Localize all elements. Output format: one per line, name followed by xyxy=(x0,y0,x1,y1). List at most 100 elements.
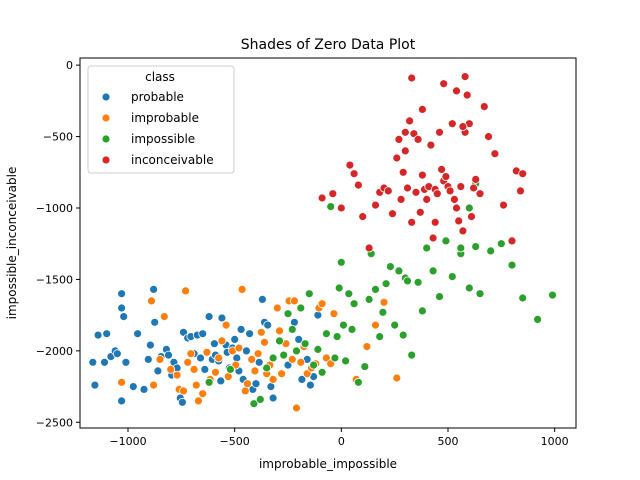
point-impossible-57 xyxy=(518,293,528,303)
point-improbable-30 xyxy=(250,366,260,376)
point-inconceivable-37 xyxy=(445,186,455,196)
point-impossible-18 xyxy=(326,202,336,212)
point-probable-11 xyxy=(119,312,129,322)
point-inconceivable-40 xyxy=(452,203,461,213)
point-inconceivable-17 xyxy=(403,183,412,193)
point-inconceivable-8 xyxy=(371,200,380,210)
point-impossible-20 xyxy=(332,332,342,342)
point-probable-37 xyxy=(204,312,214,322)
point-impossible-25 xyxy=(344,289,354,299)
point-inconceivable-26 xyxy=(422,194,432,204)
y-tick-label-0: 0 xyxy=(66,59,73,72)
point-inconceivable-5 xyxy=(353,180,363,190)
x-tick-label-3: 500 xyxy=(438,435,459,448)
point-inconceivable-54 xyxy=(499,200,508,210)
point-inconceivable-32 xyxy=(435,127,444,137)
point-inconceivable-24 xyxy=(417,170,427,180)
point-inconceivable-45 xyxy=(462,90,472,100)
x-axis: −1000 −500 0 500 1000 xyxy=(109,428,569,448)
x-tick-label-2: 0 xyxy=(338,435,345,448)
point-impossible-33 xyxy=(375,332,385,342)
point-improbable-11 xyxy=(186,349,196,359)
point-improbable-16 xyxy=(202,347,212,357)
point-improbable-5 xyxy=(166,364,176,374)
point-improbable-21 xyxy=(221,320,231,330)
point-improbable-15 xyxy=(198,389,208,399)
y-tick-label-4: −2000 xyxy=(36,345,73,358)
point-probable-12 xyxy=(121,357,131,367)
point-probable-23 xyxy=(164,350,173,360)
point-probable-35 xyxy=(198,329,208,339)
point-improbable-44 xyxy=(292,403,301,413)
point-inconceivable-1 xyxy=(328,189,338,199)
point-improbable-25 xyxy=(234,343,244,353)
point-impossible-46 xyxy=(428,266,438,276)
point-impossible-15 xyxy=(313,344,323,354)
point-probable-61 xyxy=(266,382,276,392)
point-impossible-42 xyxy=(407,350,417,360)
point-inconceivable-35 xyxy=(441,172,451,182)
point-inconceivable-58 xyxy=(518,169,528,179)
point-probable-20 xyxy=(153,366,163,376)
legend-entries: probable improbable impossible inconceivabl… xyxy=(101,90,214,167)
point-impossible-56 xyxy=(507,260,517,270)
point-inconceivable-66 xyxy=(394,134,404,144)
point-impossible-13 xyxy=(304,289,314,299)
point-impossible-0 xyxy=(204,377,214,387)
y-tick-label-2: −1000 xyxy=(36,202,73,215)
point-improbable-14 xyxy=(193,396,203,406)
point-impossible-23 xyxy=(339,320,348,330)
point-inconceivable-43 xyxy=(458,226,468,236)
legend-marker-inconceivable xyxy=(101,155,111,165)
point-improbable-43 xyxy=(289,296,299,306)
point-impossible-22 xyxy=(336,257,346,267)
point-probable-65 xyxy=(294,334,304,344)
point-probable-14 xyxy=(133,329,143,339)
point-impossible-8 xyxy=(283,309,293,319)
point-probable-70 xyxy=(313,310,323,320)
point-impossible-24 xyxy=(341,356,351,366)
point-impossible-53 xyxy=(475,289,485,299)
point-improbable-1 xyxy=(147,296,156,306)
chart-title: Shades of Zero Data Plot xyxy=(241,37,416,53)
point-impossible-16 xyxy=(317,367,327,377)
point-probable-39 xyxy=(209,339,219,349)
point-impossible-12 xyxy=(300,339,310,349)
legend-marker-probable xyxy=(101,92,111,102)
point-impossible-14 xyxy=(309,360,319,370)
points-layer xyxy=(88,72,557,413)
point-inconceivable-0 xyxy=(317,193,327,203)
point-probable-62 xyxy=(268,393,278,403)
point-impossible-29 xyxy=(360,362,370,372)
legend-marker-impossible xyxy=(101,134,111,144)
legend-label-inconceivable: inconceivable xyxy=(131,153,214,167)
point-inconceivable-41 xyxy=(454,216,464,226)
y-tick-label-3: −1500 xyxy=(36,273,73,286)
point-impossible-30 xyxy=(364,294,374,304)
point-improbable-2 xyxy=(149,380,159,390)
point-impossible-45 xyxy=(422,243,432,253)
point-impossible-60 xyxy=(456,243,466,253)
point-probable-16 xyxy=(143,354,153,364)
point-inconceivable-31 xyxy=(432,189,442,199)
point-inconceivable-61 xyxy=(458,122,468,131)
point-impossible-59 xyxy=(548,290,557,300)
point-probable-9 xyxy=(117,289,126,299)
point-improbable-9 xyxy=(181,286,191,296)
point-impossible-43 xyxy=(413,277,423,287)
point-inconceivable-64 xyxy=(460,72,470,81)
point-probable-43 xyxy=(217,313,227,323)
point-probable-0 xyxy=(88,357,98,367)
point-improbable-58 xyxy=(371,320,380,330)
point-inconceivable-11 xyxy=(383,186,393,196)
x-tick-label-4: 1000 xyxy=(541,435,569,448)
point-inconceivable-13 xyxy=(392,153,402,163)
point-probable-53 xyxy=(241,346,251,356)
point-inconceivable-48 xyxy=(469,183,479,193)
point-probable-13 xyxy=(128,382,138,392)
point-improbable-42 xyxy=(287,354,297,364)
point-probable-57 xyxy=(254,357,264,367)
point-probable-54 xyxy=(245,329,255,339)
point-improbable-6 xyxy=(172,370,182,380)
